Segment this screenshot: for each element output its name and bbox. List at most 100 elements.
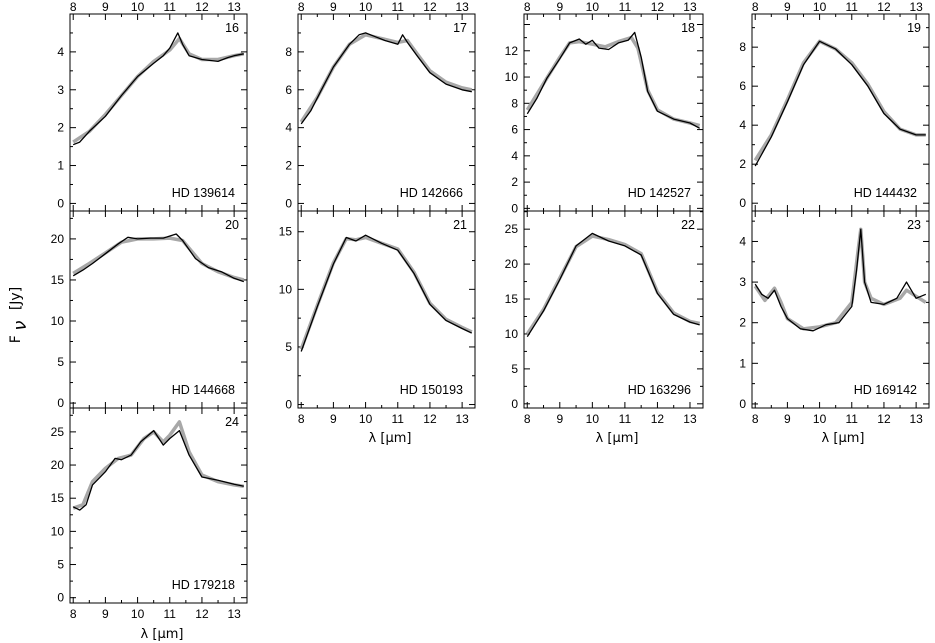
x-tick-label-top: 8 (752, 0, 759, 14)
panel-22: 8 9 10 11 12 13 0 5 10 15 20 25 22 HD 163296 (505, 210, 704, 426)
y-tick-label: 6 (511, 123, 518, 137)
model-spectrum-line (299, 235, 473, 350)
y-tick-label: 15 (51, 491, 65, 505)
y-tick-label: 0 (739, 196, 746, 210)
panel-frame (751, 210, 930, 409)
star-name-label: HD 150193 (400, 383, 463, 397)
y-tick-label: 8 (511, 96, 518, 110)
x-tick-label-top: 8 (524, 0, 531, 14)
x-tick-label-top: 12 (877, 0, 891, 14)
x-tick-label-top: 11 (619, 0, 632, 14)
y-tick-label: 25 (505, 222, 519, 236)
x-tick-label: 10 (359, 412, 373, 426)
y-tick-label: 0 (57, 396, 64, 410)
y-tick-label: 0 (57, 591, 64, 605)
model-spectrum-line (753, 227, 927, 331)
y-tick-label: 5 (511, 362, 518, 376)
x-tick-label: 8 (752, 412, 759, 426)
panel-frame (69, 407, 248, 604)
y-tick-label: 8 (285, 45, 292, 59)
y-tick-label: 4 (285, 121, 292, 135)
x-tick-label: 10 (586, 412, 600, 426)
panel-number: 23 (907, 218, 921, 232)
x-tick-label-top: 9 (102, 0, 109, 14)
x-tick-label: 10 (813, 412, 827, 426)
observed-spectrum-line (526, 31, 701, 129)
x-tick-label-top: 11 (846, 0, 859, 14)
panel-frame (523, 210, 704, 409)
y-tick-label: 1 (57, 159, 64, 173)
y-tick-label: 2 (739, 316, 746, 330)
svg-text:F ν [Jy]: F ν [Jy] (8, 287, 31, 343)
x-axis-title: λ [μm] (369, 431, 412, 446)
y-tick-label: 4 (57, 45, 64, 59)
x-tick-label: 11 (164, 607, 177, 621)
x-tick-label-top: 13 (227, 0, 241, 14)
y-tick-label: 10 (505, 327, 519, 341)
x-tick-label: 9 (330, 412, 337, 426)
observed-spectrum-line (300, 234, 473, 352)
x-tick-label-top: 8 (298, 0, 305, 14)
y-tick-label: 10 (505, 70, 519, 84)
panel-number: 18 (681, 21, 695, 35)
y-tick-label: 8 (739, 40, 746, 54)
x-tick-label: 11 (619, 412, 632, 426)
panel-number: 20 (225, 218, 239, 232)
x-tick-label: 13 (683, 412, 697, 426)
star-name-label: HD 144432 (854, 186, 917, 200)
y-tick-label: 10 (51, 314, 65, 328)
x-axis-title: λ [μm] (822, 431, 865, 446)
observed-spectrum-line (754, 40, 926, 167)
x-tick-label: 13 (909, 412, 923, 426)
x-tick-label-top: 11 (392, 0, 405, 14)
y-tick-label: 6 (285, 83, 292, 97)
star-name-label: HD 142666 (400, 186, 463, 200)
panel-frame (751, 13, 930, 212)
x-tick-label: 8 (524, 412, 531, 426)
y-axis-title-sub: ν (10, 321, 31, 331)
x-tick-label-top: 9 (784, 0, 791, 14)
y-tick-label: 5 (285, 340, 292, 354)
x-tick-label: 13 (227, 607, 241, 621)
y-tick-label: 20 (51, 232, 65, 246)
y-tick-label: 20 (505, 257, 519, 271)
y-tick-label: 5 (57, 355, 64, 369)
star-name-label: HD 142527 (628, 186, 691, 200)
x-tick-label-top: 8 (70, 0, 77, 14)
x-tick-label-top: 10 (586, 0, 600, 14)
y-tick-label: 20 (51, 458, 65, 472)
observed-spectrum-line (72, 429, 244, 511)
y-tick-label: 4 (739, 234, 746, 248)
model-spectrum-line (72, 36, 245, 144)
x-axis-title: λ [μm] (141, 627, 184, 642)
star-name-label: HD 144668 (172, 383, 235, 397)
panel-24: 8 9 10 11 12 13 0 5 10 15 20 25 24 HD 179218 (51, 407, 248, 621)
x-tick-label-top: 12 (195, 0, 209, 14)
x-tick-label-top: 12 (423, 0, 437, 14)
x-tick-label: 10 (131, 607, 145, 621)
y-tick-label: 6 (739, 79, 746, 93)
y-tick-label: 2 (739, 157, 746, 171)
y-tick-label: 2 (511, 175, 518, 189)
y-axis-title-main: F (8, 335, 24, 343)
panel-21: 8 9 10 11 12 13 0 5 10 15 21 HD 150193 (279, 210, 476, 426)
panel-number: 17 (453, 21, 467, 35)
y-tick-label: 15 (51, 273, 65, 287)
x-axis-title: λ [μm] (596, 431, 639, 446)
y-tick-label: 4 (511, 149, 518, 163)
panel-number: 19 (907, 21, 921, 35)
y-tick-label: 5 (57, 558, 64, 572)
panel-frame (297, 13, 476, 212)
panel-20: 0 5 10 15 20 20 HD 144668 (51, 210, 248, 410)
x-tick-label-top: 11 (164, 0, 177, 14)
x-tick-label: 13 (455, 412, 469, 426)
observed-spectrum-line (72, 32, 244, 146)
panel-frame (69, 210, 248, 409)
y-tick-label: 25 (51, 425, 65, 439)
x-tick-label-top: 10 (131, 0, 145, 14)
model-spectrum-line (753, 39, 926, 162)
model-spectrum-line (525, 234, 701, 335)
